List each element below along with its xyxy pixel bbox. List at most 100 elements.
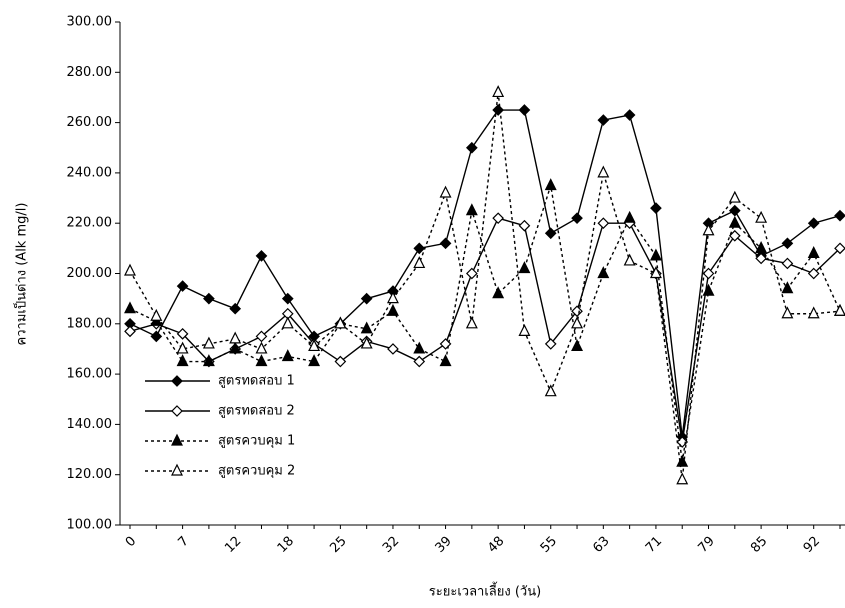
- y-tick-label: 200.00: [67, 266, 113, 281]
- marker: [413, 242, 426, 255]
- marker: [229, 302, 242, 315]
- marker: [255, 330, 268, 343]
- marker: [492, 104, 504, 116]
- series-line: [129, 109, 841, 438]
- marker: [728, 215, 741, 228]
- x-tick-label: 48: [485, 534, 507, 556]
- marker: [597, 114, 610, 126]
- marker: [176, 341, 189, 354]
- marker: [229, 331, 242, 344]
- y-axis-label: ความเป็นด่าง (Alk mg/l): [12, 203, 30, 346]
- x-tick-label: 12: [222, 534, 244, 556]
- marker: [124, 263, 136, 276]
- marker: [781, 306, 794, 319]
- marker: [781, 281, 794, 294]
- marker: [413, 341, 426, 354]
- x-tick-label: 92: [801, 534, 823, 556]
- marker: [807, 306, 820, 319]
- x-tick-label: 63: [590, 534, 612, 556]
- marker: [334, 355, 347, 368]
- marker: [807, 246, 820, 258]
- marker: [439, 237, 452, 250]
- marker: [176, 328, 189, 340]
- marker: [176, 280, 189, 292]
- marker: [150, 330, 163, 343]
- marker: [623, 210, 636, 223]
- marker: [439, 354, 452, 367]
- marker: [518, 104, 531, 116]
- marker: [492, 286, 505, 299]
- marker: [281, 292, 294, 305]
- marker: [623, 109, 636, 121]
- y-tick-label: 240.00: [67, 165, 113, 180]
- marker: [308, 339, 321, 352]
- y-tick-label: 180.00: [67, 316, 113, 331]
- marker: [597, 217, 610, 230]
- marker: [202, 336, 215, 349]
- marker: [518, 324, 531, 336]
- marker: [571, 305, 583, 318]
- x-tick-label: 71: [643, 534, 665, 556]
- marker: [676, 454, 689, 467]
- marker: [649, 266, 662, 279]
- marker: [728, 190, 741, 203]
- y-tick-label: 220.00: [67, 216, 113, 231]
- marker: [308, 354, 321, 367]
- marker: [597, 165, 610, 178]
- marker: [781, 237, 794, 250]
- marker: [334, 316, 347, 329]
- marker: [623, 253, 636, 266]
- marker: [255, 341, 268, 354]
- marker: [834, 303, 845, 316]
- marker: [202, 354, 215, 367]
- marker: [124, 325, 136, 338]
- marker: [466, 267, 478, 280]
- marker: [281, 316, 294, 329]
- marker: [702, 267, 715, 280]
- marker: [386, 291, 399, 304]
- marker: [492, 212, 504, 225]
- y-tick-label: 280.00: [67, 65, 113, 80]
- marker: [229, 341, 242, 354]
- marker: [176, 354, 189, 367]
- y-tick-label: 260.00: [67, 115, 113, 130]
- marker: [465, 316, 478, 329]
- marker: [171, 433, 183, 446]
- marker: [203, 292, 215, 305]
- marker: [702, 283, 715, 296]
- marker: [492, 85, 505, 98]
- x-tick-label: 18: [275, 534, 297, 556]
- x-tick-label: 55: [538, 534, 560, 556]
- marker: [281, 349, 294, 362]
- marker: [386, 303, 399, 316]
- x-tick-label: 25: [327, 534, 349, 556]
- marker: [755, 252, 767, 265]
- y-tick-label: 140.00: [67, 417, 113, 432]
- marker: [171, 463, 183, 476]
- marker: [439, 185, 452, 198]
- x-tick-label: 85: [748, 534, 770, 556]
- y-tick-label: 160.00: [67, 367, 113, 382]
- marker: [755, 241, 768, 253]
- marker: [728, 229, 741, 242]
- marker: [571, 212, 583, 225]
- legend-label: สูตรควบคุม 2: [218, 464, 295, 479]
- marker: [171, 405, 183, 417]
- x-tick-label: 32: [380, 534, 402, 556]
- marker: [465, 203, 478, 216]
- marker: [518, 219, 531, 232]
- marker: [150, 308, 163, 321]
- series-line: [129, 92, 841, 480]
- marker: [360, 292, 373, 305]
- marker: [413, 355, 426, 368]
- marker: [571, 339, 584, 352]
- legend-label: สูตรควบคุม 1: [218, 434, 295, 449]
- marker: [702, 223, 715, 236]
- marker: [755, 210, 768, 223]
- marker: [571, 316, 584, 329]
- marker: [171, 375, 183, 387]
- x-tick-label: 0: [123, 534, 139, 550]
- y-tick-label: 100.00: [67, 518, 113, 533]
- x-tick-label: 7: [175, 534, 191, 550]
